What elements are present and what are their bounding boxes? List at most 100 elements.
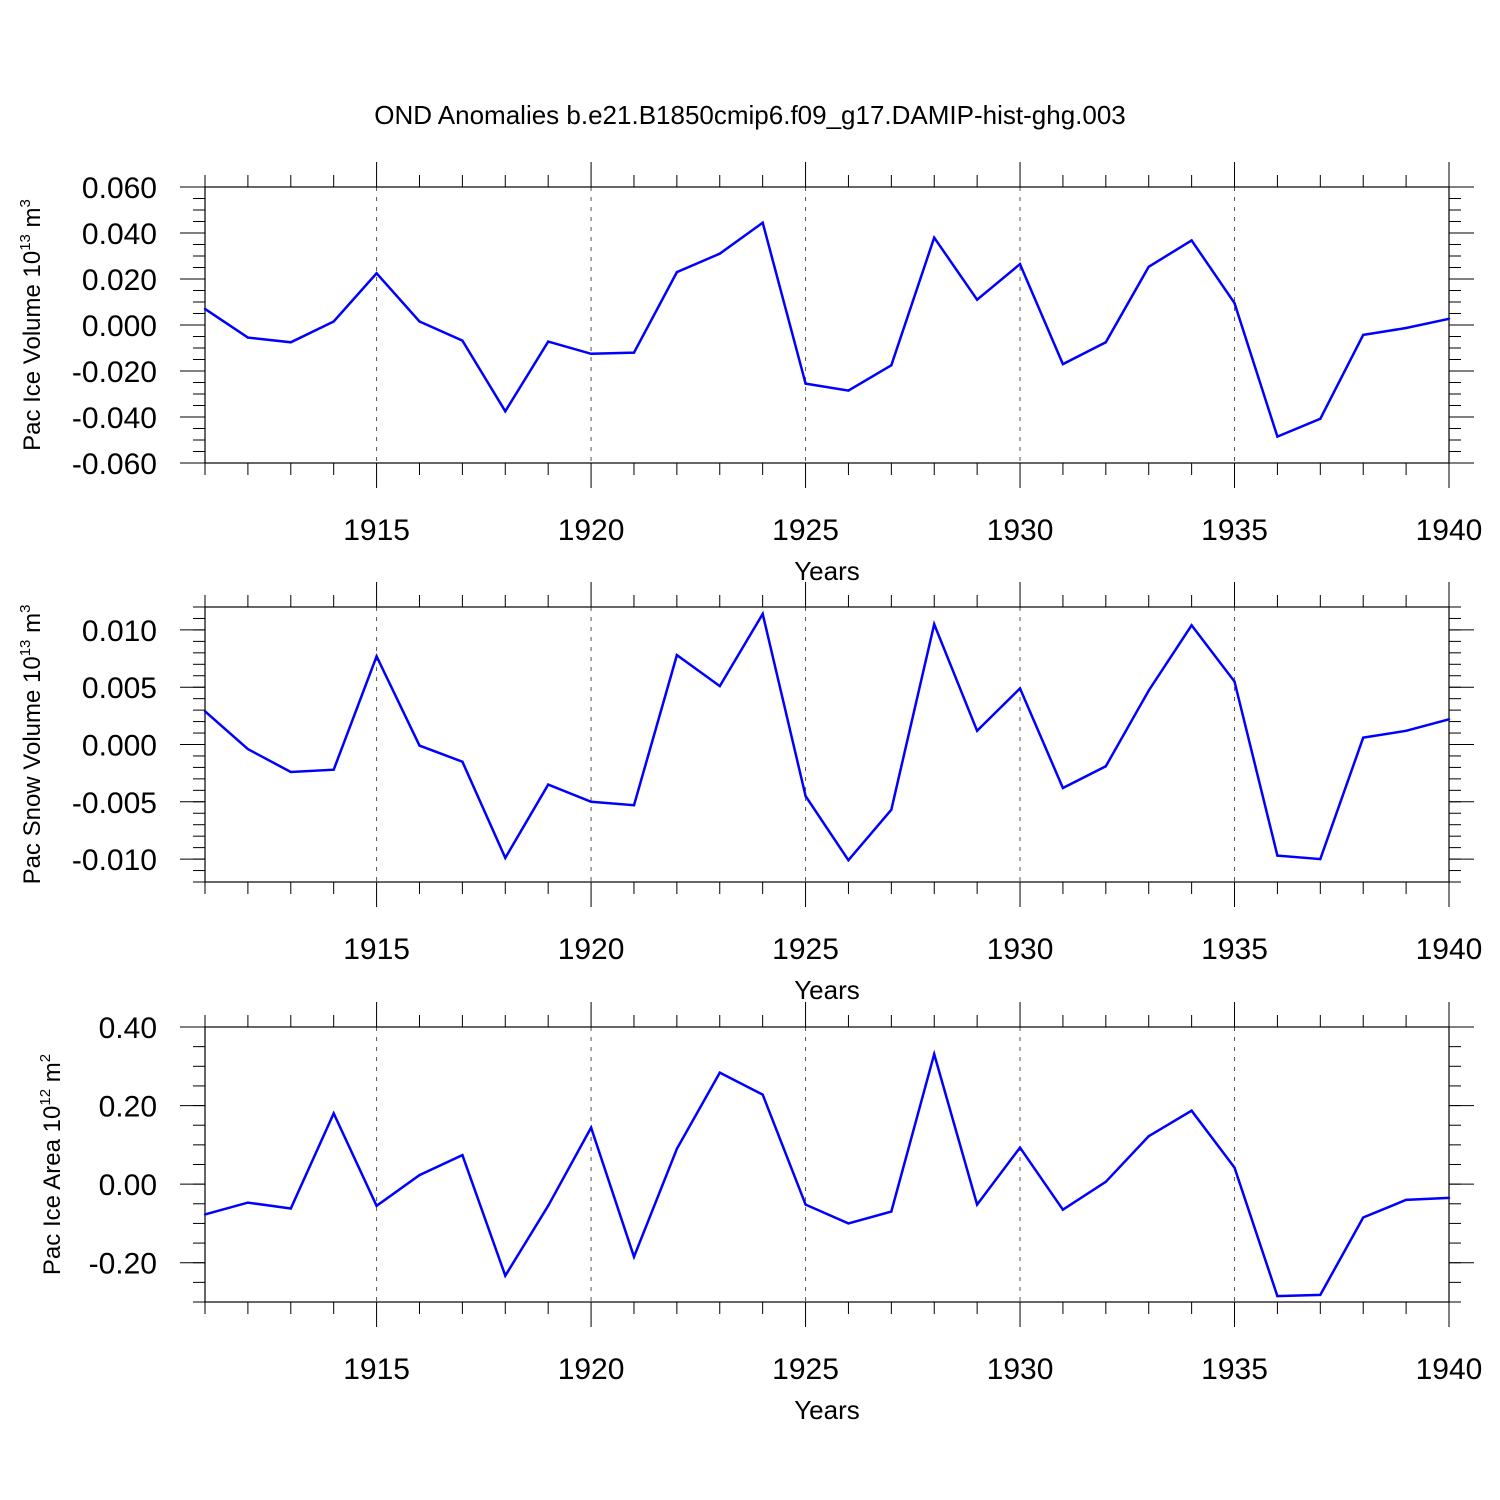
data-point bbox=[332, 1112, 335, 1115]
y-tick-label: 0.005 bbox=[82, 672, 157, 705]
data-point bbox=[718, 252, 721, 255]
data-point bbox=[632, 1255, 636, 1259]
x-tick-label: 1915 bbox=[343, 514, 410, 547]
data-point bbox=[933, 236, 936, 239]
plot-frame bbox=[204, 186, 1450, 464]
data-point bbox=[589, 1126, 593, 1129]
y-tick-label: 0.000 bbox=[82, 730, 157, 763]
data-point bbox=[675, 1147, 679, 1150]
data-point bbox=[975, 729, 979, 732]
series-line-ice-area bbox=[204, 1049, 1450, 1298]
y-axis-label: Pac Ice Area 1012 m2 bbox=[37, 1054, 66, 1275]
y-axis-label-superscript: 13 bbox=[17, 234, 34, 251]
data-point bbox=[546, 783, 550, 786]
data-point bbox=[632, 351, 636, 354]
x-tick-label: 1915 bbox=[343, 933, 410, 966]
y-axis-label-part: Pac Ice Volume 10 bbox=[19, 251, 46, 451]
x-tick-label: 1925 bbox=[772, 1353, 839, 1386]
data-point bbox=[761, 612, 764, 616]
data-point bbox=[1147, 1135, 1150, 1138]
data-point bbox=[1018, 1146, 1022, 1149]
y-tick-label: -0.20 bbox=[89, 1248, 157, 1281]
data-point bbox=[289, 1207, 292, 1210]
data-point bbox=[289, 770, 292, 774]
data-point bbox=[246, 747, 250, 751]
x-axis-label: Years bbox=[794, 1395, 860, 1425]
y-tick-label: 0.40 bbox=[99, 1012, 157, 1045]
x-tick-label: 1930 bbox=[987, 1353, 1054, 1386]
data-point bbox=[632, 804, 636, 807]
data-point bbox=[1233, 301, 1236, 305]
x-tick-label: 1935 bbox=[1201, 1353, 1268, 1386]
y-tick-label: -0.020 bbox=[72, 356, 157, 389]
data-point bbox=[504, 410, 507, 413]
y-tick-label: 0.00 bbox=[99, 1169, 157, 1202]
data-point bbox=[1104, 1180, 1108, 1183]
data-point bbox=[418, 1173, 421, 1177]
x-tick-label: 1925 bbox=[772, 933, 839, 966]
data-point bbox=[933, 622, 936, 626]
x-tick-label: 1925 bbox=[772, 514, 839, 547]
data-point bbox=[1147, 265, 1150, 269]
chart-title: OND Anomalies b.e21.B1850cmip6.f09_g17.D… bbox=[374, 100, 1126, 130]
plot-frame bbox=[204, 1026, 1450, 1303]
x-axis-label: Years bbox=[794, 975, 860, 1005]
panel-ice-area: 1915 1920 1925 1930 1935 1940 -0.20 0.00 0.20 0.4… bbox=[37, 1002, 1482, 1425]
data-point bbox=[289, 341, 292, 344]
y-axis-label-part: Pac Ice Area 10 bbox=[39, 1106, 66, 1275]
data-point bbox=[804, 794, 807, 798]
data-point bbox=[1190, 624, 1193, 627]
data-point bbox=[1319, 1293, 1322, 1297]
data-point bbox=[461, 760, 464, 763]
y-axis-label-part: m bbox=[19, 207, 46, 234]
y-tick-label: 0.20 bbox=[99, 1091, 157, 1124]
data-point bbox=[1018, 262, 1022, 266]
data-point bbox=[546, 340, 550, 343]
y-axis-label-superscript: 12 bbox=[37, 1089, 54, 1106]
data-point bbox=[375, 655, 378, 658]
data-point bbox=[418, 320, 421, 323]
data-point bbox=[890, 364, 893, 367]
data-point bbox=[1061, 1208, 1065, 1211]
x-tick-label: 1940 bbox=[1416, 514, 1483, 547]
data-point bbox=[1018, 687, 1022, 690]
data-point bbox=[1447, 718, 1451, 721]
data-point bbox=[375, 272, 378, 275]
data-point bbox=[675, 270, 679, 274]
data-point bbox=[1061, 786, 1065, 790]
data-point bbox=[761, 1093, 764, 1096]
data-point bbox=[504, 1274, 507, 1277]
y-tick-label: 0.000 bbox=[82, 310, 157, 343]
x-axis-label: Years bbox=[794, 556, 860, 586]
y-axis-label-superscript: 3 bbox=[17, 199, 34, 207]
data-point bbox=[890, 1210, 893, 1213]
data-point bbox=[761, 221, 764, 224]
x-tick-label: 1920 bbox=[558, 1353, 625, 1386]
data-point bbox=[847, 389, 850, 392]
data-point bbox=[546, 1204, 550, 1207]
data-point bbox=[1276, 435, 1279, 438]
data-point bbox=[804, 1203, 807, 1206]
data-point bbox=[203, 307, 207, 311]
data-point bbox=[1447, 317, 1451, 320]
data-point bbox=[1362, 736, 1365, 739]
y-tick-label: 0.010 bbox=[82, 615, 157, 648]
data-point bbox=[246, 336, 250, 339]
data-point bbox=[589, 352, 593, 355]
data-point bbox=[1233, 1166, 1236, 1169]
data-point bbox=[1104, 765, 1108, 768]
x-tick-label: 1935 bbox=[1201, 514, 1268, 547]
data-point bbox=[675, 653, 679, 657]
data-point bbox=[1447, 1196, 1451, 1200]
y-tick-label: 0.040 bbox=[82, 218, 157, 251]
series-line-ice-volume bbox=[204, 220, 1450, 439]
data-point bbox=[461, 339, 464, 342]
y-tick-label: -0.005 bbox=[72, 787, 157, 820]
data-point bbox=[246, 1201, 250, 1204]
data-point bbox=[1190, 239, 1193, 242]
data-point bbox=[203, 710, 207, 713]
data-point bbox=[718, 1071, 721, 1074]
panels: 1915 1920 1925 1930 1935 1940 -0.060 -0.040 -0.0… bbox=[17, 162, 1482, 1425]
data-point bbox=[1276, 1294, 1279, 1298]
